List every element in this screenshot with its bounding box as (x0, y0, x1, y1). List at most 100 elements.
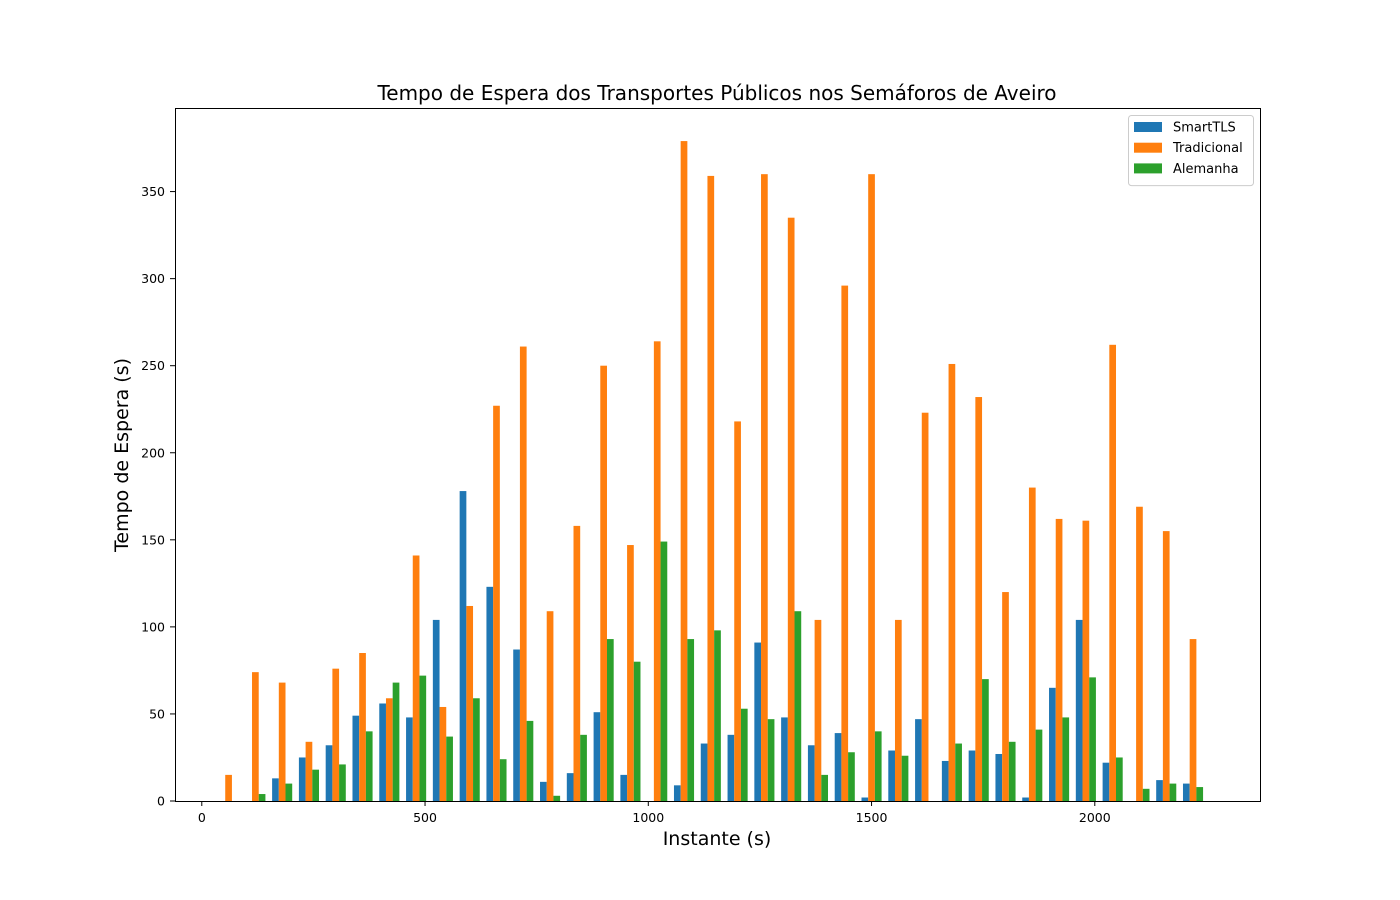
bar-alemanha-2040 (1116, 757, 1123, 801)
bar-tradicional-1140 (707, 175, 715, 801)
bar-tradicional-720 (519, 346, 527, 801)
x-tick-label: 1500 (856, 810, 888, 825)
bar-alemanha-2100 (1142, 788, 1150, 801)
bar-alemanha-1080 (687, 639, 695, 801)
bar-tradicional-1980 (1082, 520, 1090, 801)
bar-alemanha-1680 (955, 743, 962, 801)
bar-smarttls-1080 (673, 785, 681, 801)
bar-tradicional-2160 (1162, 531, 1170, 801)
bar-tradicional-840 (573, 525, 581, 801)
bar-alemanha-240 (312, 769, 319, 801)
bar-alemanha-480 (419, 675, 427, 801)
bar-tradicional-660 (493, 405, 500, 801)
bar-tradicional-1620 (921, 412, 929, 801)
bar-smarttls-960 (620, 774, 628, 801)
bar-tradicional-300 (332, 668, 340, 801)
bar-alemanha-900 (606, 639, 614, 801)
bar-alemanha-1020 (660, 541, 668, 801)
bar-tradicional-360 (359, 653, 366, 801)
bar-smarttls-1620 (915, 719, 922, 801)
bar-alemanha-1920 (1062, 717, 1070, 801)
legend-swatch-smarttls (1134, 122, 1162, 132)
bar-tradicional-1740 (975, 397, 983, 801)
y-tick-label: 350 (141, 184, 165, 199)
bar-alemanha-120 (258, 794, 266, 801)
bar-alemanha-1140 (714, 630, 721, 801)
bar-alemanha-840 (580, 734, 587, 801)
bar-alemanha-720 (526, 720, 534, 801)
legend-label-tradicional: Tradicional (1172, 141, 1243, 156)
bar-smarttls-360 (352, 715, 360, 801)
bar-tradicional-180 (278, 682, 286, 801)
y-tick-label: 100 (141, 619, 165, 634)
bar-tradicional-600 (466, 605, 474, 801)
bar-alemanha-1440 (848, 752, 855, 801)
bar-tradicional-1320 (787, 217, 795, 801)
x-tick-label: 1000 (632, 810, 664, 825)
bar-smarttls-180 (272, 778, 279, 801)
legend-swatch-tradicional (1134, 142, 1162, 153)
bar-smarttls-1140 (700, 743, 708, 801)
bar-alemanha-2160 (1169, 783, 1177, 801)
bar-alemanha-1560 (901, 755, 909, 801)
y-tick-label: 0 (157, 794, 165, 809)
bar-smarttls-1260 (754, 642, 762, 801)
bar-alemanha-1740 (982, 679, 989, 801)
bar-smarttls-1860 (1022, 797, 1029, 801)
bar-smarttls-600 (459, 491, 467, 801)
plot-area-frame (175, 108, 1261, 802)
bar-smarttls-1200 (727, 734, 735, 801)
bar-alemanha-1500 (874, 731, 882, 801)
bar-tradicional-1680 (948, 363, 956, 801)
bar-smarttls-300 (325, 745, 333, 801)
bar-smarttls-1740 (968, 750, 976, 801)
bar-smarttls-1920 (1049, 687, 1056, 801)
bar-smarttls-1800 (995, 753, 1003, 801)
bar-tradicional-1020 (653, 341, 661, 801)
bar-smarttls-1380 (807, 745, 815, 801)
bar-alemanha-660 (499, 759, 507, 801)
bar-alemanha-1980 (1089, 677, 1096, 801)
bar-smarttls-1980 (1075, 619, 1083, 801)
bar-tradicional-240 (305, 741, 313, 801)
bar-tradicional-1200 (734, 421, 741, 801)
bar-alemanha-540 (446, 736, 453, 801)
legend-label-smarttls: SmartTLS (1173, 121, 1236, 136)
bar-smarttls-2160 (1156, 780, 1163, 801)
bar-tradicional-960 (627, 545, 634, 801)
legend-label-alemanha: Alemanha (1173, 162, 1239, 177)
y-axis-label: Tempo de Espera (s) (111, 358, 133, 553)
bar-tradicional-1440 (841, 285, 849, 802)
bar-tradicional-900 (600, 365, 607, 801)
bar-tradicional-1860 (1028, 487, 1036, 801)
bar-smarttls-2220 (1182, 783, 1190, 801)
bar-tradicional-1920 (1055, 518, 1063, 801)
y-tick-label: 200 (141, 445, 165, 460)
bar-alemanha-180 (285, 783, 293, 801)
y-tick-label: 250 (141, 358, 165, 373)
legend: SmartTLS Tradicional Alemanha (1128, 115, 1254, 187)
bar-alemanha-780 (553, 795, 561, 801)
y-tick-label: 50 (149, 706, 165, 721)
bar-alemanha-1200 (740, 708, 748, 801)
bar-smarttls-660 (486, 586, 494, 801)
x-tick-label: 2000 (1079, 810, 1111, 825)
bar-alemanha-300 (339, 764, 346, 801)
bar-tradicional-1560 (894, 619, 902, 801)
bar-alemanha-2220 (1196, 787, 1204, 801)
legend-swatch-alemanha (1134, 163, 1162, 174)
bar-alemanha-1800 (1008, 741, 1016, 801)
bar-tradicional-780 (546, 611, 554, 801)
x-tick-label: 500 (413, 810, 437, 825)
bar-smarttls-840 (566, 773, 574, 801)
bar-tradicional-60 (225, 774, 232, 801)
bar-smarttls-480 (406, 717, 413, 801)
bar-smarttls-420 (379, 703, 386, 801)
bar-alemanha-960 (633, 661, 641, 801)
bar-smarttls-1500 (861, 797, 869, 801)
bar-tradicional-120 (252, 672, 259, 801)
x-axis-label: Instante (s) (663, 828, 772, 850)
x-tick-label: 0 (198, 810, 206, 825)
bar-tradicional-1500 (868, 174, 875, 802)
